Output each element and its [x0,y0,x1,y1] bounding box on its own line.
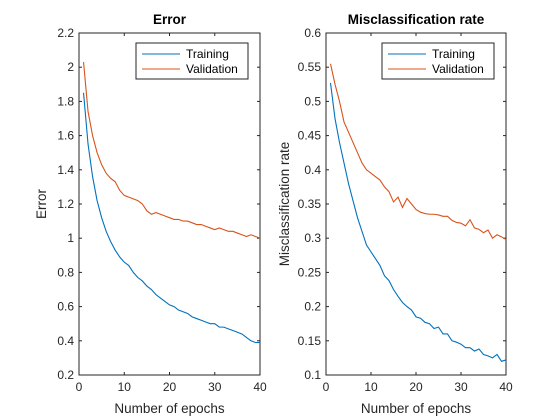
error-y-tick-label: 0.6 [57,300,74,314]
misclass-y-tick-label: 0.4 [304,163,321,177]
error-x-tick-label: 10 [118,380,132,394]
error-chart: 0 10 20 30 40 0.2 0.4 0.6 0.8 1 1.2 1.4 1.6 1.8 2 2.2 Er… [34,12,267,416]
error-y-axis-label: Error [34,188,49,219]
error-legend-label-training: Training [186,47,229,61]
misclass-y-tick-label: 0.2 [304,300,321,314]
error-x-tick-label: 20 [163,380,177,394]
error-y-tick-label: 1.6 [57,129,74,143]
error-y-tick-label: 1.4 [57,163,74,177]
error-y-tick-label: 1.8 [57,94,74,108]
misclass-y-tick-label: 0.35 [298,197,322,211]
misclass-y-axis-label: Misclassification rate [277,142,292,267]
misclass-y-tick-label: 0.25 [298,265,322,279]
error-x-tick-label: 30 [208,380,222,394]
error-series-validation-line [82,62,261,239]
misclass-y-tick-label: 0.3 [304,231,321,245]
misclass-x-tick-label: 20 [409,380,423,394]
error-legend-box [135,42,249,80]
misclass-y-tick-label: 0.45 [298,129,322,143]
error-y-tick-label: 1 [67,231,74,245]
misclass-x-tick-label: 0 [323,380,330,394]
misclass-legend-box [381,42,495,80]
error-y-tick-label: 0.8 [57,265,74,279]
misclass-legend-label-training: Training [432,47,475,61]
misclass-x-tick-label: 30 [454,380,468,394]
error-series-training-line [82,92,260,344]
misclass-series-validation-line [329,63,507,241]
error-chart-title: Error [153,12,187,27]
misclass-y-tick-label: 0.1 [304,368,321,382]
misclass-y-tick-label: 0.15 [298,334,322,348]
misclass-x-axis-label: Number of epochs [361,401,472,416]
error-y-tick-label: 0.2 [57,368,74,382]
error-x-axis-label: Number of epochs [114,401,225,416]
error-y-tick-label: 2.2 [57,26,74,40]
misclass-legend-label-validation: Validation [432,62,484,76]
error-y-tick-label: 1.2 [57,197,74,211]
error-legend-label-validation: Validation [186,62,238,76]
misclass-y-tick-label: 0.55 [298,60,322,74]
misclass-chart-title: Misclassification rate [348,12,485,27]
error-x-tick-label: 0 [76,380,83,394]
misclass-y-tick-label: 0.5 [304,94,321,108]
misclass-x-tick-label: 40 [499,380,513,394]
misclass-series-training-line [329,82,507,362]
misclassification-chart: 0 10 20 30 40 0.1 0.15 0.2 0.25 0.3 0.35 0.4 0.45 0.5… [277,12,513,416]
error-y-tick-label: 0.4 [57,334,74,348]
error-y-tick-label: 2 [67,60,74,74]
error-x-tick-label: 40 [253,380,267,394]
misclass-y-tick-label: 0.6 [304,26,321,40]
misclass-x-tick-label: 10 [364,380,378,394]
